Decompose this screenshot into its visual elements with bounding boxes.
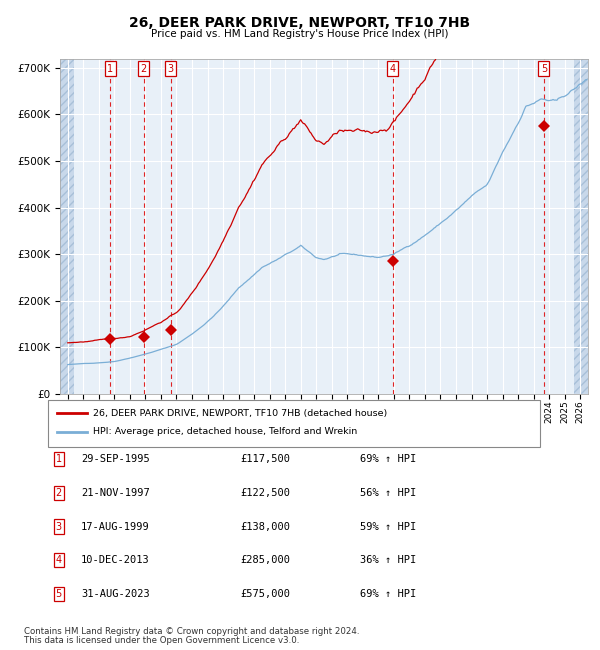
Text: 56% ↑ HPI: 56% ↑ HPI [360, 488, 416, 498]
Text: 5: 5 [541, 64, 547, 73]
Text: This data is licensed under the Open Government Licence v3.0.: This data is licensed under the Open Gov… [24, 636, 299, 645]
Text: 4: 4 [56, 555, 62, 566]
Text: Price paid vs. HM Land Registry's House Price Index (HPI): Price paid vs. HM Land Registry's House … [151, 29, 449, 39]
Text: 36% ↑ HPI: 36% ↑ HPI [360, 555, 416, 566]
Text: 1: 1 [56, 454, 62, 464]
Text: 1: 1 [107, 64, 113, 73]
Text: 26, DEER PARK DRIVE, NEWPORT, TF10 7HB (detached house): 26, DEER PARK DRIVE, NEWPORT, TF10 7HB (… [93, 409, 387, 418]
Text: £575,000: £575,000 [240, 589, 290, 599]
Text: 69% ↑ HPI: 69% ↑ HPI [360, 454, 416, 464]
Text: 21-NOV-1997: 21-NOV-1997 [81, 488, 150, 498]
Text: 3: 3 [167, 64, 174, 73]
Text: HPI: Average price, detached house, Telford and Wrekin: HPI: Average price, detached house, Telf… [93, 427, 357, 436]
Text: £285,000: £285,000 [240, 555, 290, 566]
Text: 2: 2 [140, 64, 147, 73]
Text: 17-AUG-1999: 17-AUG-1999 [81, 521, 150, 532]
Text: 59% ↑ HPI: 59% ↑ HPI [360, 521, 416, 532]
Text: 10-DEC-2013: 10-DEC-2013 [81, 555, 150, 566]
Text: 4: 4 [390, 64, 396, 73]
Text: 29-SEP-1995: 29-SEP-1995 [81, 454, 150, 464]
Text: 5: 5 [56, 589, 62, 599]
Text: 3: 3 [56, 521, 62, 532]
Text: 31-AUG-2023: 31-AUG-2023 [81, 589, 150, 599]
Text: 26, DEER PARK DRIVE, NEWPORT, TF10 7HB: 26, DEER PARK DRIVE, NEWPORT, TF10 7HB [130, 16, 470, 31]
Text: 69% ↑ HPI: 69% ↑ HPI [360, 589, 416, 599]
Text: £122,500: £122,500 [240, 488, 290, 498]
Text: 2: 2 [56, 488, 62, 498]
Text: £138,000: £138,000 [240, 521, 290, 532]
Text: £117,500: £117,500 [240, 454, 290, 464]
Text: Contains HM Land Registry data © Crown copyright and database right 2024.: Contains HM Land Registry data © Crown c… [24, 627, 359, 636]
